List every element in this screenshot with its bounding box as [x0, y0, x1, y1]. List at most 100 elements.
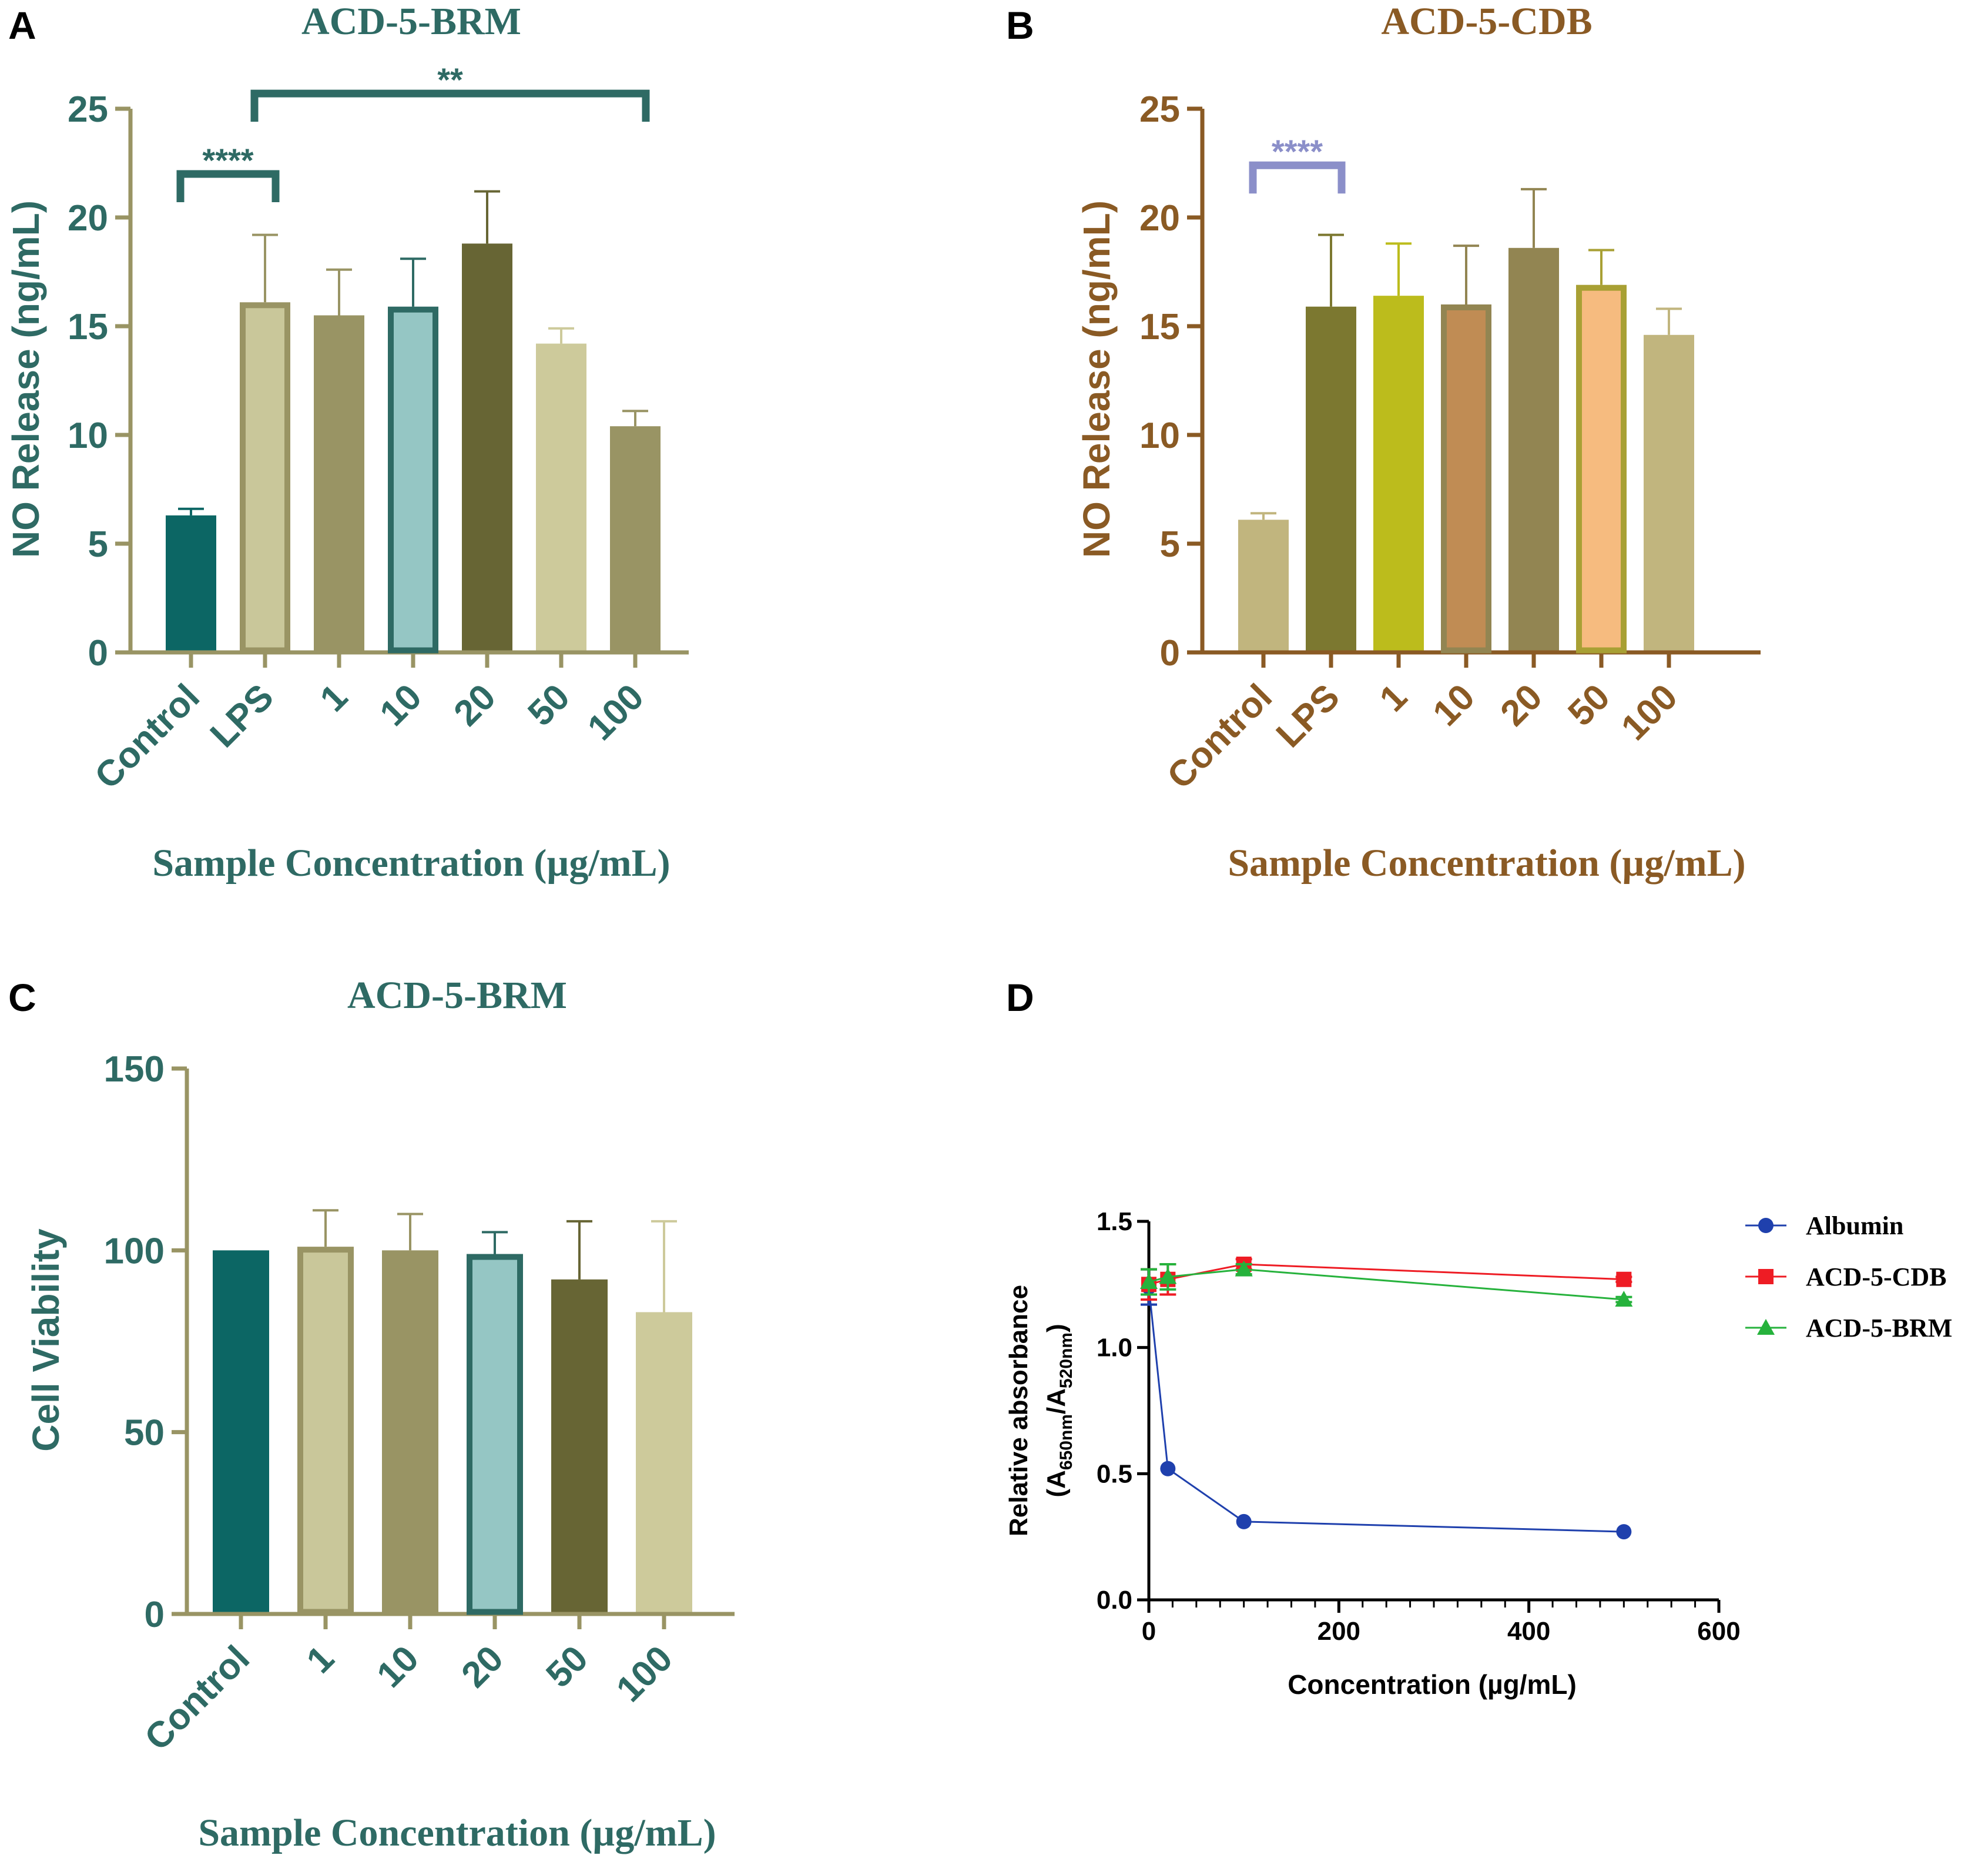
legend-marker [1758, 1269, 1774, 1284]
panel-letter-b: B [1006, 4, 1034, 47]
x-tick-label: 50 [1560, 677, 1618, 734]
bar [467, 1254, 523, 1615]
data-point [1160, 1461, 1176, 1476]
x-tick-label: 50 [520, 677, 578, 734]
data-point [1616, 1271, 1632, 1287]
y-tick-label: 150 [104, 1049, 165, 1090]
panel-letter-d: D [1006, 976, 1034, 1019]
x-tick-label: Control [137, 1638, 257, 1759]
x-tick-label: 1 [1372, 677, 1415, 719]
bar [240, 302, 290, 654]
y-tick-label: 50 [124, 1413, 165, 1454]
y-tick-label: 5 [1160, 524, 1180, 565]
x-axis-label-d: Concentration (µg/mL) [1288, 1669, 1577, 1700]
legend-d: Albumin ACD-5-CDB ACD-5-BRM [1745, 1211, 1952, 1342]
x-axis-label-a: Sample Concentration (µg/mL) [152, 842, 670, 885]
significance-label: ** [437, 61, 463, 98]
significance-bracket [176, 170, 280, 202]
x-tick-label: 100 [609, 1638, 680, 1710]
bar [166, 515, 216, 651]
bar [551, 1279, 608, 1612]
x-tick-label: 200 [1317, 1617, 1360, 1646]
x-tick-label: 400 [1507, 1617, 1550, 1646]
y-tick-label: 0 [88, 633, 108, 674]
x-tick-label: Control [87, 677, 207, 797]
y-tick-label: 10 [1139, 416, 1180, 456]
x-tick-label: 20 [1493, 677, 1550, 734]
series-line [1148, 1268, 1624, 1301]
x-axis-label-c: Sample Concentration (µg/mL) [198, 1811, 716, 1854]
significance-label: **** [202, 142, 253, 179]
x-tick-label: Control [1159, 677, 1280, 797]
y-tick-label: 0.5 [1097, 1459, 1132, 1488]
x-tick-label: 600 [1697, 1617, 1740, 1646]
plot-d: 0.0 0.5 1.0 1.5 0 200 400 600 [1097, 1207, 1741, 1646]
bar [1306, 306, 1356, 651]
bar [1238, 520, 1289, 651]
y-tick-label: 5 [88, 524, 108, 565]
y-tick-label: 0.0 [1097, 1586, 1132, 1615]
bar [610, 426, 661, 651]
bar [536, 343, 586, 651]
bar [1373, 296, 1424, 651]
bar [213, 1250, 269, 1612]
y-axis-label-b: NO Release (ng/mL) [1075, 200, 1118, 558]
y-axis-label-c: Cell Viability [25, 1228, 67, 1452]
panel-letter-c: C [8, 976, 36, 1019]
significance-bracket [250, 89, 650, 122]
data-point [1615, 1291, 1633, 1307]
chart-title-c: ACD-5-BRM [347, 974, 567, 1017]
x-tick-label: LPS [203, 677, 281, 755]
data-point [1159, 1268, 1177, 1284]
y-tick-label: 25 [68, 89, 108, 130]
panel-letter-a: A [8, 4, 36, 47]
chart-title-b: ACD-5-CDB [1381, 0, 1592, 43]
data-point [1140, 1273, 1158, 1290]
x-tick-label: 0 [1142, 1617, 1156, 1646]
significance-label: **** [1272, 133, 1323, 170]
bar [1508, 247, 1559, 651]
y-tick-label: 20 [1139, 198, 1180, 239]
bar [297, 1247, 354, 1615]
bar [1644, 334, 1694, 651]
y-tick-label: 1.5 [1097, 1207, 1132, 1236]
bar [382, 1250, 438, 1612]
bar [462, 243, 512, 651]
bar [314, 315, 364, 651]
y-tick-label: 20 [68, 198, 108, 239]
x-axis-label-b: Sample Concentration (µg/mL) [1228, 842, 1745, 885]
x-tick-label: 1 [299, 1638, 342, 1681]
bar [1441, 304, 1491, 654]
x-tick-label: 1 [313, 677, 356, 719]
y-axis-label2-d: (A650nm/A520nm) [1042, 1324, 1076, 1497]
y-axis-label-a: NO Release (ng/mL) [5, 200, 47, 558]
x-tick-label: 20 [446, 677, 504, 734]
y-tick-label: 25 [1139, 89, 1180, 130]
y-tick-label: 0 [145, 1595, 165, 1635]
x-tick-label: 10 [1425, 677, 1483, 734]
bar [636, 1312, 692, 1612]
y-tick-label: 15 [1139, 307, 1180, 347]
significance-bracket [1249, 161, 1346, 194]
bar [1576, 284, 1627, 654]
x-tick-label: 100 [580, 677, 652, 748]
y-tick-label: 15 [68, 307, 108, 347]
data-point [1616, 1524, 1632, 1540]
y-tick-label: 0 [1160, 633, 1180, 674]
y-tick-label: 100 [104, 1231, 165, 1271]
x-tick-label: 10 [369, 1638, 427, 1696]
legend-label: ACD-5-CDB [1806, 1262, 1947, 1291]
x-tick-label: 50 [538, 1638, 596, 1696]
y-tick-label: 1.0 [1097, 1334, 1132, 1362]
y-tick-label: 10 [68, 416, 108, 456]
series-line [1148, 1263, 1624, 1285]
legend-label: ACD-5-BRM [1806, 1314, 1952, 1342]
bar [388, 306, 438, 654]
x-tick-label: LPS [1269, 677, 1347, 755]
